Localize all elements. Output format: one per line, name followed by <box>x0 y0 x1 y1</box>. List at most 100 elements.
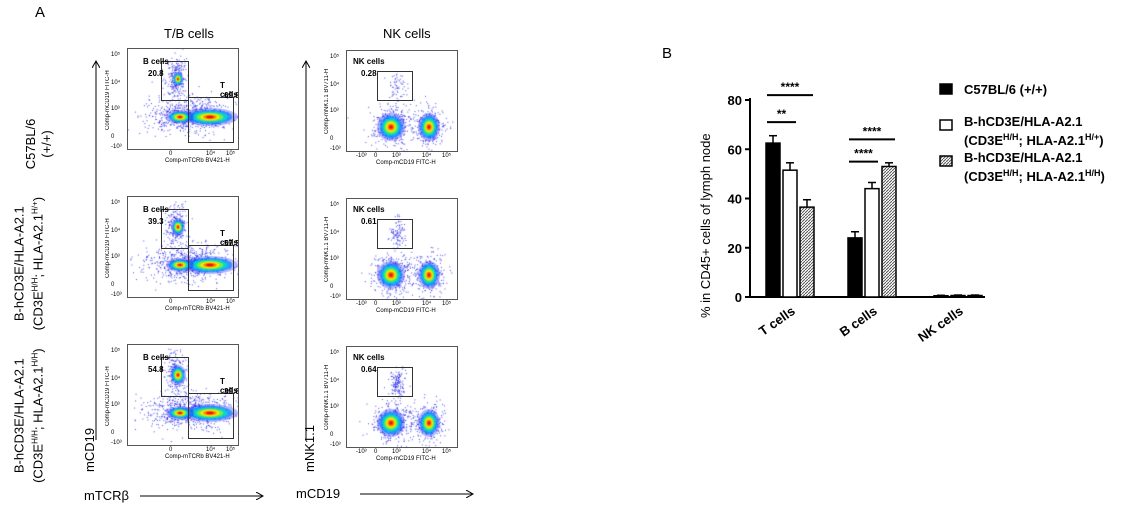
y-tick-label: -10³ <box>330 294 341 300</box>
nk-flow-plot: NK cells 0.61 <box>346 198 458 300</box>
legend-label: B-hCD3E/HLA-A2.1 <box>964 114 1082 129</box>
x-tick-label: 10⁴ <box>422 449 432 455</box>
x-tick-label: 0 <box>374 449 378 455</box>
x-tick-label: B cells <box>837 303 880 339</box>
significance-label: ** <box>777 107 787 121</box>
gate-b-value: 54.8 <box>148 365 164 374</box>
y-tick-label: 10⁴ <box>330 378 340 384</box>
gate-t-value: 39.6 <box>224 387 239 396</box>
bar <box>799 206 815 298</box>
y-tick-label: -10³ <box>111 144 122 150</box>
gate-b-cells <box>161 357 189 397</box>
legend-swatch <box>939 83 953 95</box>
y-tick-label: 10³ <box>330 404 339 410</box>
bar <box>881 165 897 298</box>
significance-label: **** <box>863 124 882 138</box>
y-tick-label: 40 <box>728 192 742 207</box>
y-tick-label: 10³ <box>111 254 120 260</box>
x-tick-label: 0 <box>169 447 173 453</box>
bar <box>864 187 880 298</box>
x-tick-label: 10³ <box>392 153 401 159</box>
gate-t-value: 69.8 <box>224 91 239 100</box>
bar <box>782 169 798 298</box>
gate-nk-value: 0.61 <box>361 217 377 226</box>
y-tick-label: 10⁴ <box>111 80 121 86</box>
bar <box>765 142 781 298</box>
tb-x-axis-label: Comp-mTCRb BV421-H <box>165 306 230 312</box>
x-tick-label: 10⁴ <box>206 151 216 157</box>
gate-nk-value: 0.64 <box>361 365 377 374</box>
significance-label: **** <box>781 80 800 94</box>
x-tick-label: 10⁵ <box>442 301 452 307</box>
legend: C57BL/6 (+/+) B-hCD3E/HLA-A2.1 (CD3EH/H; H… <box>939 82 1105 184</box>
x-tick-label: 10³ <box>392 449 401 455</box>
x-tick-label: 10⁴ <box>206 447 216 453</box>
nk-y-axis-label: Comp-mNK1.1 BV711-H <box>324 68 330 134</box>
x-tick-label: 0 <box>374 301 378 307</box>
tb-big-ylabel: mCD19 <box>82 427 97 472</box>
x-tick-label: -10³ <box>356 301 367 307</box>
x-tick-label: 10⁴ <box>206 299 216 305</box>
x-tick-label: 10⁵ <box>226 447 236 453</box>
gate-t-label: T cells <box>220 229 238 247</box>
x-tick-label: 0 <box>169 299 173 305</box>
y-tick-label: 80 <box>728 93 742 108</box>
x-tick-label: 0 <box>374 153 378 159</box>
gate-nk-cells <box>377 71 413 101</box>
y-tick-label: -10³ <box>330 442 341 448</box>
gate-t-cells <box>188 97 234 143</box>
y-tick-label: -10³ <box>111 440 122 446</box>
bar-chart: B % in CD45+ cells of lymph node 0 20 40 60… <box>662 45 1105 345</box>
gate-t-label: T cells <box>220 377 238 395</box>
panel-a-letter: A <box>35 4 46 21</box>
y-tick-label: 10⁴ <box>330 82 340 88</box>
x-tick-label: T cells <box>756 303 798 338</box>
gate-t-cells <box>188 245 234 291</box>
y-tick-label: 10³ <box>111 402 120 408</box>
y-tick-label: 20 <box>728 241 742 256</box>
y-tick-label: 10³ <box>330 108 339 114</box>
gate-nk-cells <box>377 367 413 397</box>
y-tick-label: 0 <box>735 290 742 305</box>
gate-t-value: 57.5 <box>224 239 239 248</box>
y-tick-label: 10⁵ <box>111 200 121 206</box>
y-tick-label: 10⁵ <box>111 52 121 58</box>
x-tick-label: 10³ <box>392 301 401 307</box>
tb-x-axis-label: Comp-mTCRb BV421-H <box>165 158 230 164</box>
gate-nk-label: NK cells <box>353 57 385 66</box>
legend-label-line2: (CD3EH/H; HLA-A2.1H/+) <box>964 132 1104 148</box>
col-title-tb: T/B cells <box>164 26 214 41</box>
nk-x-axis-label: Comp-mCD19 FITC-H <box>376 160 436 166</box>
x-tick-label: -10³ <box>356 153 367 159</box>
y-tick-label: 10⁵ <box>111 348 121 354</box>
x-tick-label: 10⁵ <box>226 151 236 157</box>
y-axis-label: % in CD45+ cells of lymph node <box>698 133 713 318</box>
legend-label-line2: (CD3EH/H; HLA-A2.1H/H) <box>964 168 1105 184</box>
x-tick-label: 0 <box>169 151 173 157</box>
y-tick-label: 0 <box>330 136 334 142</box>
gate-b-label: B cells <box>143 353 169 362</box>
y-tick-label: 10⁴ <box>111 376 121 382</box>
gate-b-cells <box>161 61 189 101</box>
y-tick-label: 10⁵ <box>330 54 340 60</box>
nk-big-ylabel: mNK1.1 <box>302 425 317 472</box>
tb-flow-plot: B cells 39.3 T cells 57.5 <box>127 196 239 298</box>
gate-nk-cells <box>377 219 413 249</box>
y-tick-label: -10³ <box>330 146 341 152</box>
nk-x-axis-label: Comp-mCD19 FITC-H <box>376 308 436 314</box>
x-tick-label: 10⁵ <box>226 299 236 305</box>
gate-b-label: B cells <box>143 57 169 66</box>
tb-flow-plot: B cells 54.8 T cells 39.6 <box>127 344 239 446</box>
nk-flow-plot: NK cells 0.64 <box>346 346 458 448</box>
gate-t-label: T cells <box>220 81 238 99</box>
x-tick-label: 10⁴ <box>422 153 432 159</box>
gate-b-cells <box>161 209 189 249</box>
x-tick-label: NK cells <box>915 303 966 345</box>
y-tick-label: 0 <box>111 430 115 436</box>
y-tick-label: 0 <box>330 432 334 438</box>
gate-nk-label: NK cells <box>353 353 385 362</box>
y-tick-label: 0 <box>111 134 115 140</box>
nk-flow-plot: NK cells 0.28 <box>346 50 458 152</box>
gate-b-value: 20.8 <box>148 69 164 78</box>
col-title-nk: NK cells <box>383 26 431 41</box>
